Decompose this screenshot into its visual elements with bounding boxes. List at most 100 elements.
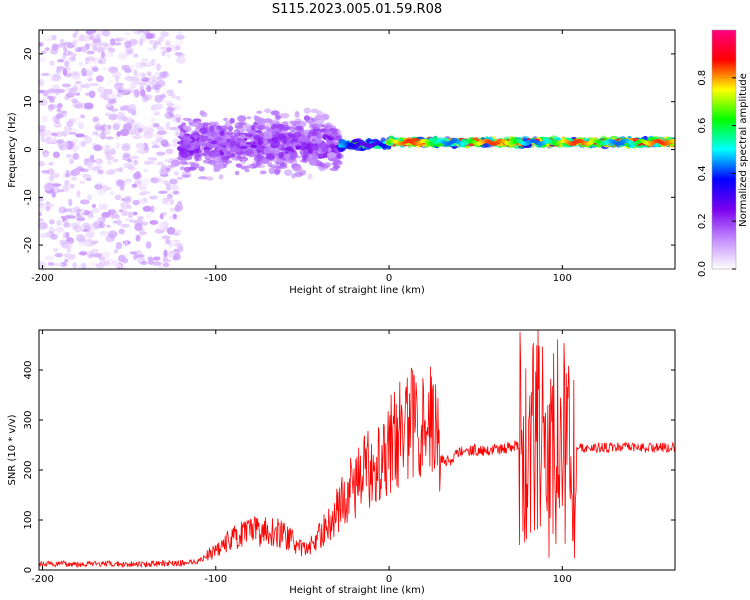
heatmap-cell [190, 142, 200, 149]
heatmap-cell [45, 129, 52, 134]
heatmap-cell [169, 207, 175, 213]
heatmap-cell [69, 183, 75, 189]
heatmap-cell [76, 213, 82, 218]
heatmap-cell [165, 121, 171, 129]
heatmap-cell [40, 72, 50, 77]
heatmap-cell [92, 66, 99, 72]
heatmap-cell [226, 150, 232, 155]
heatmap-cell [105, 103, 112, 108]
heatmap-cell [53, 262, 64, 267]
heatmap-cell [329, 132, 338, 138]
heatmap-cell [137, 72, 147, 77]
heatmap-cell [68, 56, 76, 62]
heatmap-cell [49, 137, 57, 144]
heatmap-cell [148, 75, 155, 81]
heatmap-cell [60, 110, 67, 114]
heatmap-cell [292, 142, 303, 147]
heatmap-cell [124, 178, 133, 184]
heatmap-cell [279, 113, 290, 119]
heatmap-cell [172, 190, 180, 195]
heatmap-cell [172, 213, 177, 220]
heatmap-cell [107, 169, 116, 175]
heatmap-cell [208, 121, 217, 127]
heatmap-cell [87, 42, 97, 47]
heatmap-cell [237, 121, 248, 126]
heatmap-cell [175, 38, 184, 46]
heatmap-cell [282, 125, 292, 130]
heatmap-cell [74, 30, 79, 35]
heatmap-cell [72, 261, 78, 269]
heatmap-cell [88, 261, 99, 267]
heatmap-cell [113, 42, 122, 46]
heatmap-cell [104, 112, 111, 117]
heatmap-cell [165, 73, 170, 78]
colorbar-tick-label: 0.0 [697, 261, 708, 277]
heatmap-cell [96, 86, 106, 94]
heatmap-cell [312, 154, 319, 161]
heatmap-cell [187, 155, 193, 159]
heatmap-cell [166, 102, 175, 107]
heatmap-cell [154, 83, 162, 90]
heatmap-cell [216, 142, 225, 147]
heatmap-cell [298, 126, 305, 132]
heatmap-cell [254, 144, 263, 151]
heatmap-cell [199, 127, 208, 134]
heatmap-cell [111, 99, 117, 104]
heatmap-cell [47, 88, 57, 94]
heatmap-cell [56, 65, 65, 71]
heatmap-cell [194, 155, 200, 162]
heatmap-cell [79, 237, 87, 243]
spectrogram-x-tick-label: -100 [204, 273, 227, 284]
heatmap-cell [56, 108, 62, 113]
heatmap-cell [171, 159, 181, 167]
heatmap-cell [145, 33, 154, 40]
colorbar-tick-label: 0.6 [697, 118, 708, 134]
heatmap-cell [155, 76, 164, 80]
heatmap-cell [98, 221, 105, 229]
heatmap-cell [179, 159, 188, 166]
heatmap-cell [66, 253, 76, 260]
heatmap-cell [99, 132, 106, 140]
heatmap-cell [96, 46, 105, 53]
heatmap-cell [83, 34, 92, 42]
heatmap-cell [100, 51, 106, 59]
heatmap-cell [156, 63, 162, 71]
heatmap-cell [85, 241, 92, 247]
heatmap-cell [159, 213, 164, 220]
heatmap-cell [206, 144, 215, 148]
heatmap-cell [123, 162, 132, 169]
heatmap-cell [279, 162, 288, 167]
heatmap-cell [150, 205, 155, 213]
heatmap-cell [65, 232, 70, 239]
heatmap-cell [112, 158, 119, 163]
heatmap-cell [90, 222, 101, 231]
heatmap-cell [139, 186, 148, 191]
heatmap-cell [76, 190, 81, 198]
heatmap-cell [84, 102, 94, 110]
spectrogram-y-tick-label: 0 [23, 146, 34, 152]
heatmap-cell [218, 174, 224, 180]
heatmap-cell [182, 125, 189, 130]
heatmap-cell [118, 52, 129, 60]
heatmap-cell [138, 192, 147, 196]
heatmap-cell [278, 152, 284, 159]
heatmap-cell [78, 122, 85, 129]
heatmap-cell [82, 222, 91, 230]
heatmap-cell [164, 158, 172, 163]
heatmap-cell [120, 223, 131, 228]
heatmap-cell [108, 47, 116, 53]
heatmap-cell [146, 85, 152, 93]
heatmap-cell [176, 56, 186, 64]
heatmap-cell [47, 261, 55, 266]
heatmap-cell [95, 181, 104, 185]
heatmap-cell [71, 54, 77, 62]
heatmap-cell [103, 43, 113, 51]
heatmap-cell [171, 143, 179, 147]
snr-x-tick-label: 0 [386, 574, 392, 585]
heatmap-cell [303, 107, 311, 114]
heatmap-cell [96, 262, 105, 269]
heatmap-cell [253, 155, 263, 162]
heatmap-cell [327, 147, 332, 153]
snr-x-axis-label: Height of straight line (km) [289, 585, 425, 596]
heatmap-cell [226, 131, 234, 136]
